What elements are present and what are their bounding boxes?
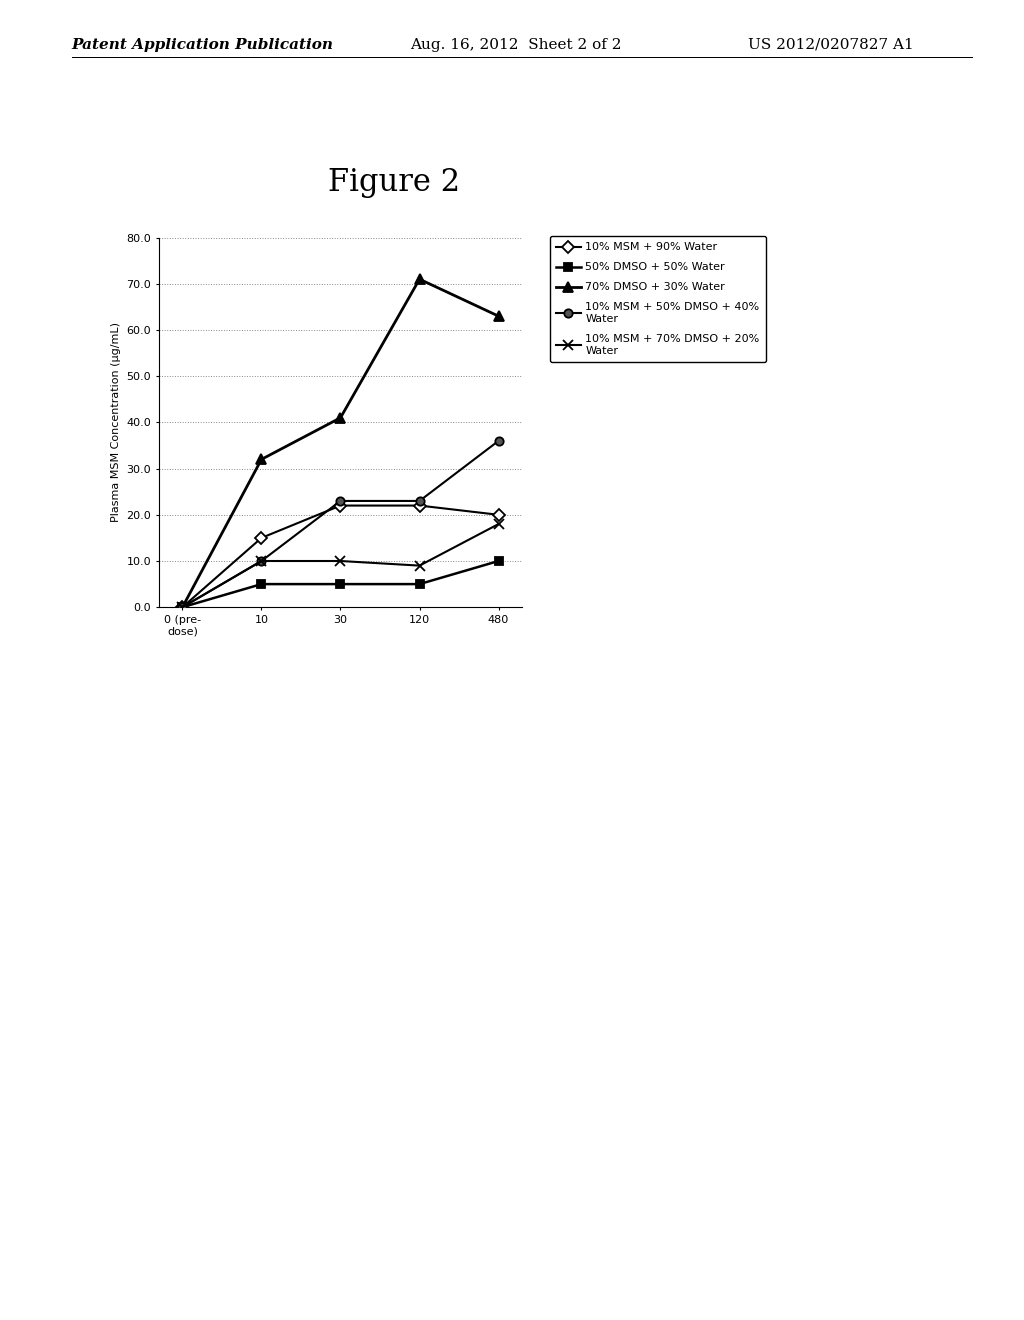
Line: 50% DMSO + 50% Water: 50% DMSO + 50% Water [178,557,503,611]
50% DMSO + 50% Water [493,553,505,569]
50% DMSO + 50% Water [414,576,426,591]
10% MSM + 90% Water [414,498,426,513]
Legend: 10% MSM + 90% Water, 50% DMSO + 50% Water, 70% DMSO + 30% Water, 10% MSM + 50% D: 10% MSM + 90% Water, 50% DMSO + 50% Wate… [550,236,766,362]
10% MSM + 70% DMSO + 20%
Water [255,553,267,569]
10% MSM + 90% Water [255,529,267,546]
50% DMSO + 50% Water [255,576,267,591]
10% MSM + 50% DMSO + 40%
Water [493,433,505,449]
10% MSM + 70% DMSO + 20%
Water [493,516,505,532]
Line: 10% MSM + 90% Water: 10% MSM + 90% Water [178,502,503,611]
Line: 10% MSM + 50% DMSO + 40%
Water: 10% MSM + 50% DMSO + 40% Water [178,437,503,611]
50% DMSO + 50% Water [176,599,188,615]
10% MSM + 70% DMSO + 20%
Water [334,553,346,569]
70% DMSO + 30% Water [493,308,505,323]
Y-axis label: Plasma MSM Concentration (μg/mL): Plasma MSM Concentration (μg/mL) [111,322,121,523]
Text: Patent Application Publication: Patent Application Publication [72,38,334,51]
10% MSM + 70% DMSO + 20%
Water [176,599,188,615]
Text: Aug. 16, 2012  Sheet 2 of 2: Aug. 16, 2012 Sheet 2 of 2 [410,38,622,51]
10% MSM + 50% DMSO + 40%
Water [414,492,426,508]
50% DMSO + 50% Water [334,576,346,591]
Line: 70% DMSO + 30% Water: 70% DMSO + 30% Water [177,275,504,612]
10% MSM + 50% DMSO + 40%
Water [255,553,267,569]
70% DMSO + 30% Water [334,409,346,425]
Line: 10% MSM + 70% DMSO + 20%
Water: 10% MSM + 70% DMSO + 20% Water [177,519,504,612]
70% DMSO + 30% Water [414,271,426,286]
Text: US 2012/0207827 A1: US 2012/0207827 A1 [748,38,913,51]
70% DMSO + 30% Water [255,451,267,467]
10% MSM + 70% DMSO + 20%
Water [414,557,426,573]
10% MSM + 90% Water [176,599,188,615]
Text: Figure 2: Figure 2 [328,168,461,198]
10% MSM + 50% DMSO + 40%
Water [334,492,346,508]
10% MSM + 50% DMSO + 40%
Water [176,599,188,615]
10% MSM + 90% Water [493,507,505,523]
70% DMSO + 30% Water [176,599,188,615]
10% MSM + 90% Water [334,498,346,513]
